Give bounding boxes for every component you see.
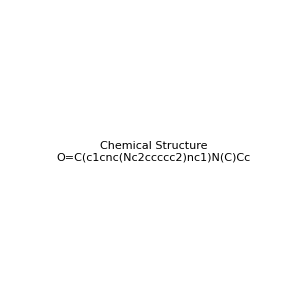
Text: Chemical Structure
O=C(c1cnc(Nc2ccccc2)nc1)N(C)Cc: Chemical Structure O=C(c1cnc(Nc2ccccc2)n… bbox=[57, 141, 251, 162]
